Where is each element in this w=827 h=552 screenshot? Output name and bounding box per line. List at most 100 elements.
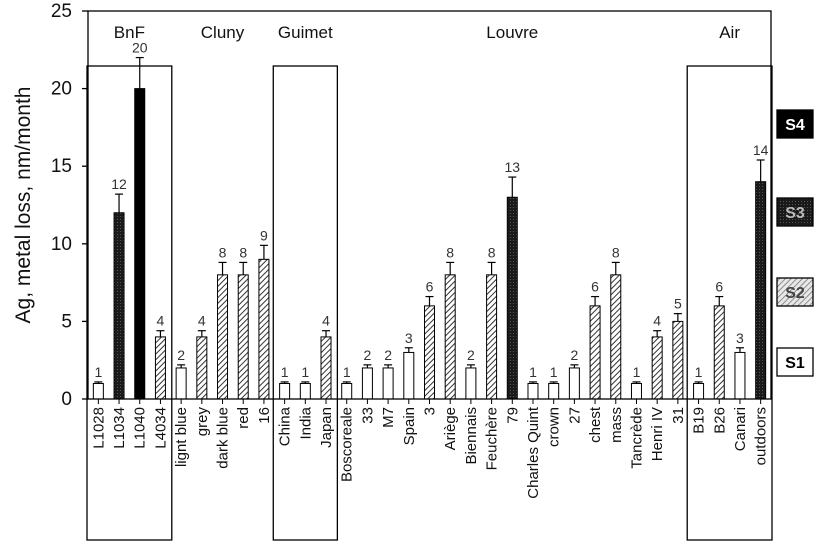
x-tick-label: chest xyxy=(587,406,604,443)
value-label: 1 xyxy=(281,364,289,380)
legend-label-s4: S4 xyxy=(785,117,805,134)
bar-china xyxy=(279,382,291,400)
x-tick-label: 3 xyxy=(422,407,439,415)
value-label: 1 xyxy=(695,364,703,380)
x-tick-label: L1040 xyxy=(132,407,149,449)
value-label: 1 xyxy=(94,364,102,380)
x-tick-label: Biennais xyxy=(463,407,480,465)
y-tick-label: 10 xyxy=(51,234,72,255)
x-tick-label: crown xyxy=(546,407,563,447)
x-tick-label: red xyxy=(235,407,252,429)
value-label: 6 xyxy=(715,279,723,295)
bar-3 xyxy=(424,305,435,400)
bar-red xyxy=(237,274,249,400)
x-tick-label: India xyxy=(297,406,314,439)
value-label: 1 xyxy=(301,364,309,380)
bar-mass xyxy=(610,274,622,400)
x-tick-label: L1034 xyxy=(111,407,128,449)
x-tick-label: Spain xyxy=(401,407,418,445)
x-tick-label: L1028 xyxy=(90,407,107,449)
bar-japan xyxy=(320,336,332,400)
x-tick-label: lignt blue xyxy=(173,407,190,467)
value-label: 6 xyxy=(426,279,434,295)
value-label: 4 xyxy=(157,313,165,329)
bar-b26 xyxy=(713,305,725,400)
x-tick-label: B19 xyxy=(691,407,708,434)
y-tick-label: 5 xyxy=(61,311,72,332)
bar-79 xyxy=(506,196,518,400)
x-tick-label: 27 xyxy=(566,407,583,424)
x-tick-label: Boscoreale xyxy=(339,407,356,482)
bar-l1040 xyxy=(134,88,146,400)
bar-16 xyxy=(258,258,270,400)
bar-dark-blue xyxy=(217,274,229,400)
value-label: 8 xyxy=(219,244,227,260)
bar-spain xyxy=(403,351,415,400)
group-label-louvre: Louvre xyxy=(486,23,538,42)
value-label: 14 xyxy=(753,142,769,158)
x-tick-label: 16 xyxy=(256,407,273,424)
y-axis-label: Ag, metal loss, nm/month xyxy=(12,87,35,324)
x-tick-label: outdoors xyxy=(753,407,770,465)
x-tick-label: Charles Quint xyxy=(525,406,542,499)
x-tick-label: grey xyxy=(194,407,211,437)
bar-chest xyxy=(589,305,601,400)
value-label: 3 xyxy=(736,330,744,346)
x-tick-label: L4034 xyxy=(152,407,169,449)
value-label: 8 xyxy=(239,244,247,260)
bar-m7 xyxy=(382,367,394,400)
group-label-cluny: Cluny xyxy=(201,23,245,42)
y-tick-label: 25 xyxy=(51,1,72,22)
x-tick-label: Henri IV xyxy=(649,407,666,461)
bar-feuch-re xyxy=(486,274,498,400)
bar-27 xyxy=(568,367,580,400)
y-tick-label: 20 xyxy=(51,79,72,100)
legend-badge-s3 xyxy=(776,197,814,227)
value-label: 2 xyxy=(177,347,185,363)
group-box-guimet xyxy=(272,65,339,541)
x-tick-label: Canari xyxy=(732,407,749,451)
value-label: 8 xyxy=(446,244,454,260)
x-tick-label: M7 xyxy=(380,407,397,428)
x-tick-label: China xyxy=(277,406,294,446)
group-label-air: Air xyxy=(719,23,740,42)
bar-outdoors xyxy=(755,181,767,400)
legend-label-s3: S3 xyxy=(785,205,805,222)
group-label-guimet: Guimet xyxy=(278,23,333,42)
bar-tancr-de xyxy=(630,382,642,400)
value-label: 3 xyxy=(405,330,413,346)
x-tick-label: 79 xyxy=(504,407,521,424)
bar-l1034 xyxy=(113,212,125,400)
legend-badge-s4 xyxy=(776,109,814,139)
legend-label-s1: S1 xyxy=(785,355,805,372)
bar-lignt-blue xyxy=(175,367,187,400)
legend-badge-s2 xyxy=(776,277,814,307)
bar-31 xyxy=(672,320,684,400)
bar-l4034 xyxy=(154,336,166,400)
value-label: 1 xyxy=(343,364,351,380)
value-label: 4 xyxy=(322,313,330,329)
value-label: 2 xyxy=(570,347,578,363)
value-label: 13 xyxy=(504,159,520,175)
group-label-bnf: BnF xyxy=(114,23,145,42)
bar-ari-ge xyxy=(444,274,456,400)
x-tick-label: 33 xyxy=(359,407,376,424)
bar-grey xyxy=(196,336,208,400)
value-label: 2 xyxy=(364,347,372,363)
bar-biennais xyxy=(465,367,477,400)
y-tick-label: 15 xyxy=(51,156,72,177)
bar-b19 xyxy=(693,382,705,400)
bar-charles-quint xyxy=(527,382,539,400)
x-tick-label: Japan xyxy=(318,407,335,448)
value-label: 2 xyxy=(384,347,392,363)
x-tick-label: 31 xyxy=(670,407,687,424)
value-label: 1 xyxy=(529,364,537,380)
bar-henri-iv xyxy=(651,336,663,400)
x-tick-label: dark blue xyxy=(215,407,232,469)
bar-boscoreale xyxy=(341,382,353,400)
value-label: 8 xyxy=(488,244,496,260)
bar-crown xyxy=(548,382,560,400)
bar-l1028 xyxy=(92,382,104,400)
x-tick-label: Ariège xyxy=(442,407,459,450)
